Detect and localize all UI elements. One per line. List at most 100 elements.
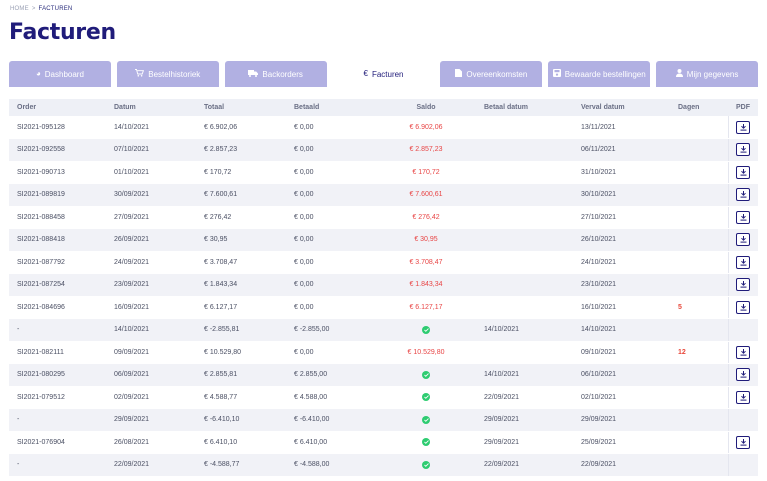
cell-betaal-datum [476,228,573,252]
download-pdf-button[interactable] [736,435,751,449]
cell-pdf [727,431,758,454]
cell-saldo [376,408,476,432]
download-pdf-button[interactable] [736,255,751,269]
download-icon [740,168,747,176]
tab-facturen[interactable]: € Facturen [332,61,435,87]
cell-verval-datum: 13/11/2021 [573,116,670,139]
cell-datum: 23/09/2021 [106,273,196,297]
cell-betaal-datum [476,161,573,184]
cell-totaal: € 4.588,77 [196,386,286,409]
download-pdf-button[interactable] [736,368,751,382]
cell-verval-datum: 14/10/2021 [573,318,670,342]
tab-bewaarde-bestellingen[interactable]: Bewaarde bestellingen [548,61,651,87]
cell-saldo: € 6.902,06 [376,116,476,139]
invoices-table-wrapper: Order Datum Totaal Betaald Saldo Betaal … [9,99,758,481]
cell-dagen [670,183,728,207]
col-totaal[interactable]: Totaal [196,99,286,116]
cell-betaal-datum [476,138,573,162]
col-betaald[interactable]: Betaald [286,99,376,116]
paid-check-icon [422,370,430,379]
cell-order: - [9,318,106,342]
cell-betaal-datum: 22/09/2021 [476,386,573,409]
cell-dagen [670,228,728,252]
download-pdf-button[interactable] [736,345,751,359]
table-row: SI2021-089819 30/09/2021 € 7.600,61 € 0,00 €… [9,183,758,207]
tab-label: Dashboard [44,69,84,79]
page-title: Facturen [9,20,116,45]
download-pdf-button[interactable] [736,188,751,202]
download-pdf-button[interactable] [736,390,751,404]
download-pdf-button[interactable] [736,233,751,247]
cell-saldo: € 3.708,47 [376,251,476,274]
download-icon [740,281,747,288]
cell-verval-datum: 30/10/2021 [573,183,670,207]
cell-datum: 29/09/2021 [106,408,196,432]
tab-overeenkomsten[interactable]: Overeenkomsten [440,61,543,87]
cell-dagen [670,318,728,342]
download-pdf-button[interactable] [736,120,751,134]
cell-saldo: € 1.843,34 [376,273,476,297]
cell-pdf [727,453,758,477]
cell-totaal: € -2.855,81 [196,318,286,342]
table-row: -14/10/2021 € -2.855,81 € -2.855,00 14/10/2… [9,318,758,342]
cell-datum: 01/10/2021 [106,161,196,184]
cell-betaald: € 0,00 [286,206,376,229]
download-pdf-button[interactable] [736,210,751,224]
tab-mijn-gegevens[interactable]: Mijn gegevens [656,61,759,87]
cell-datum: 22/09/2021 [106,453,196,477]
cell-pdf [727,138,758,162]
tab-label: Overeenkomsten [466,69,528,79]
download-pdf-button[interactable] [736,278,751,292]
cell-dagen [670,431,728,454]
tab-bestelhistoriek[interactable]: Bestelhistoriek [116,61,219,87]
cell-order: SI2021-080295 [9,363,106,387]
cell-order: SI2021-092558 [9,138,106,162]
download-pdf-button[interactable] [736,143,751,157]
cell-dagen [670,251,728,274]
cell-betaald: € 2.855,00 [286,363,376,387]
col-saldo[interactable]: Saldo [376,99,476,116]
cell-totaal: € 6.410,10 [196,431,286,454]
cell-order: SI2021-088418 [9,228,106,252]
download-icon [740,258,747,266]
breadcrumb-home[interactable]: HOME [10,6,29,12]
col-betaal-datum[interactable]: Betaal datum [476,99,573,116]
save-icon [552,69,561,79]
cell-betaal-datum [476,296,573,319]
col-order[interactable]: Order [9,99,106,116]
cell-betaal-datum: 14/10/2021 [476,363,573,387]
cell-order: - [9,408,106,432]
cell-saldo [376,318,476,342]
col-datum[interactable]: Datum [106,99,196,116]
cell-totaal: € -6.410,10 [196,408,286,432]
cell-pdf [727,318,758,342]
cell-betaal-datum [476,273,573,297]
cell-pdf [727,363,758,387]
cell-datum: 07/10/2021 [106,138,196,162]
cell-saldo: € 10.529,80 [376,341,476,364]
table-row: SI2021-076904 26/08/2021 € 6.410,10 € 6.410… [9,431,758,454]
cell-betaald: € 0,00 [286,228,376,252]
cell-dagen [670,161,728,184]
paid-check-icon [422,415,430,424]
cell-dagen [670,116,728,139]
cell-betaald: € 0,00 [286,341,376,364]
cell-verval-datum: 16/10/2021 [573,296,670,319]
col-verval-datum[interactable]: Verval datum [573,99,670,116]
cell-betaald: € -2.855,00 [286,318,376,342]
table-row: SI2021-084696 16/09/2021 € 6.127,17 € 0,00 €… [9,296,758,319]
invoice-rows: SI2021-095128 14/10/2021 € 6.902,06 € 0,00 €… [9,116,758,477]
cell-pdf [727,341,758,364]
table-row: SI2021-088418 26/09/2021 € 30,95 € 0,00 € 30… [9,228,758,252]
cell-verval-datum: 24/10/2021 [573,251,670,274]
cart-icon [135,69,145,79]
download-pdf-button[interactable] [736,300,751,314]
col-dagen[interactable]: Dagen [670,99,728,116]
tab-dashboard[interactable]: ◕ Dashboard [9,61,111,87]
download-pdf-button[interactable] [736,165,751,179]
breadcrumb-current: FACTUREN [38,6,73,12]
tab-backorders[interactable]: Backorders [224,61,327,87]
cell-pdf [727,408,758,432]
cell-betaal-datum [476,341,573,364]
download-icon [740,146,747,153]
